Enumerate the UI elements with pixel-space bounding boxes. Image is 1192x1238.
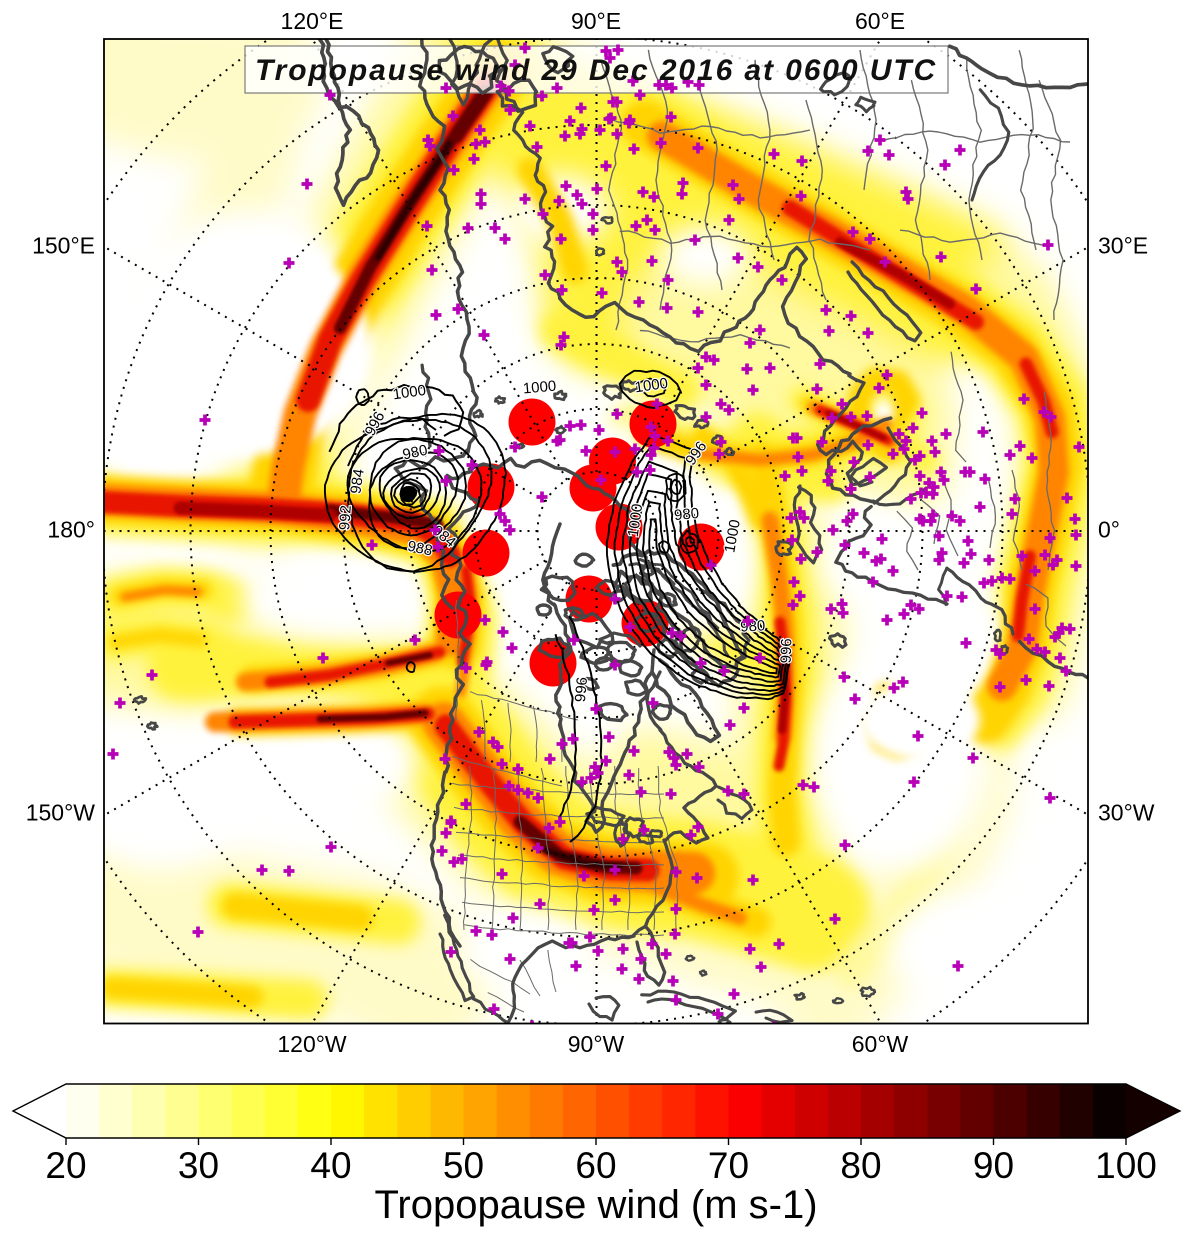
svg-text:996: 996 — [572, 676, 591, 702]
svg-text:996: 996 — [778, 638, 796, 664]
svg-text:50: 50 — [443, 1145, 484, 1186]
svg-text:90°W: 90°W — [568, 1031, 625, 1057]
svg-text:90°E: 90°E — [571, 8, 621, 34]
svg-text:992: 992 — [336, 505, 355, 531]
svg-text:980: 980 — [673, 505, 699, 524]
svg-text:30°E: 30°E — [1098, 233, 1148, 259]
svg-text:984: 984 — [347, 468, 367, 495]
svg-text:1000: 1000 — [392, 382, 427, 403]
svg-text:90: 90 — [973, 1145, 1014, 1186]
svg-text:1000: 1000 — [634, 375, 669, 396]
svg-text:180°: 180° — [47, 517, 95, 543]
svg-text:120°W: 120°W — [277, 1031, 347, 1057]
svg-text:40: 40 — [310, 1145, 351, 1186]
svg-text:60°W: 60°W — [852, 1031, 909, 1057]
svg-text:150°E: 150°E — [32, 233, 95, 259]
svg-text:80: 80 — [840, 1145, 881, 1186]
svg-text:70: 70 — [708, 1145, 749, 1186]
svg-text:20: 20 — [45, 1145, 86, 1186]
svg-text:60: 60 — [575, 1145, 616, 1186]
svg-text:Tropopause wind (m s-1): Tropopause wind (m s-1) — [374, 1183, 817, 1227]
svg-text:Tropopause wind 29 Dec 2016 at: Tropopause wind 29 Dec 2016 at 0600 UTC — [255, 54, 937, 87]
svg-text:150°W: 150°W — [26, 800, 96, 826]
svg-text:1000: 1000 — [522, 378, 557, 398]
svg-text:0°: 0° — [1098, 517, 1120, 543]
svg-text:120°E: 120°E — [281, 8, 344, 34]
svg-text:1000: 1000 — [625, 503, 646, 538]
svg-text:30: 30 — [178, 1145, 219, 1186]
svg-text:30°W: 30°W — [1098, 800, 1155, 826]
svg-text:100: 100 — [1095, 1145, 1157, 1186]
svg-text:60°E: 60°E — [855, 8, 905, 34]
